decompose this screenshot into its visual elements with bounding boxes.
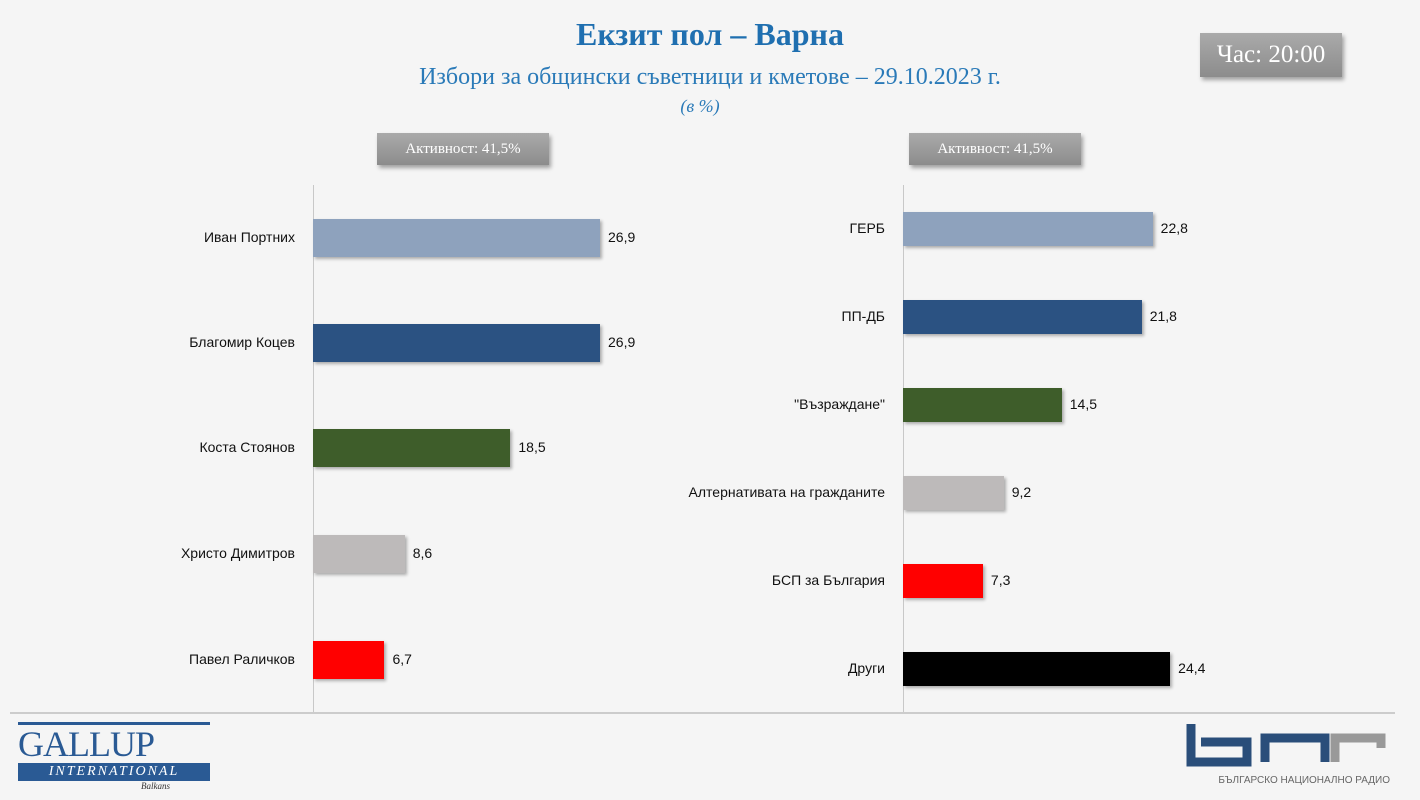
category-label: БСП за България (771, 572, 885, 588)
data-label: 26,9 (608, 334, 636, 350)
category-label: Алтернативата на гражданите (688, 484, 885, 500)
data-label: 7,3 (990, 572, 1011, 588)
category-label: Павел Раличков (189, 651, 295, 667)
gallup-logo: GALLUP INTERNATIONAL Balkans (18, 722, 210, 791)
data-label: 14,5 (1069, 396, 1098, 412)
bar (903, 476, 1004, 510)
bar (903, 564, 983, 598)
data-label: 18,5 (518, 439, 546, 455)
bnr-logo: БЪЛГАРСКО НАЦИОНАЛНО РАДИО (1185, 720, 1390, 786)
bar (313, 219, 601, 257)
bnr-caption: БЪЛГАРСКО НАЦИОНАЛНО РАДИО (1218, 775, 1390, 786)
category-label: Благомир Коцев (189, 334, 295, 350)
bar (903, 388, 1062, 422)
category-label: Други (847, 660, 885, 676)
turnout-badge-mayor: Активност: 41,5% (377, 133, 549, 165)
unit-label: (в %) (680, 96, 720, 116)
bar (903, 212, 1153, 246)
data-label: 26,9 (608, 229, 636, 245)
category-label: ПП-ДБ (841, 308, 885, 324)
category-label: Иван Портних (203, 229, 295, 245)
category-label: "Възраждане" (794, 396, 885, 412)
turnout-badge-council: Активност: 41,5% (909, 133, 1081, 165)
category-label: Коста Стоянов (199, 439, 295, 455)
bar (313, 535, 405, 573)
category-label: ГЕРБ (849, 220, 885, 236)
page-title: Екзит пол – Варна (576, 16, 844, 52)
baseline-divider (10, 712, 1395, 714)
page-subtitle: Избори за общински съветници и кметове –… (419, 64, 1001, 90)
time-badge: Час: 20:00 (1200, 33, 1342, 77)
category-label: Христо Димитров (180, 545, 295, 561)
bnr-logo-mark (1186, 724, 1386, 767)
data-label: 6,7 (392, 651, 412, 667)
data-label: 22,8 (1160, 220, 1188, 236)
bar (903, 300, 1142, 334)
bar (313, 641, 385, 679)
bar (313, 429, 511, 467)
bar (903, 652, 1171, 686)
bar (313, 324, 601, 362)
data-label: 24,4 (1178, 660, 1206, 676)
right-chart-axis (903, 185, 904, 713)
data-label: 21,8 (1149, 308, 1177, 324)
data-label: 8,6 (412, 545, 433, 561)
data-label: 9,2 (1011, 484, 1032, 500)
